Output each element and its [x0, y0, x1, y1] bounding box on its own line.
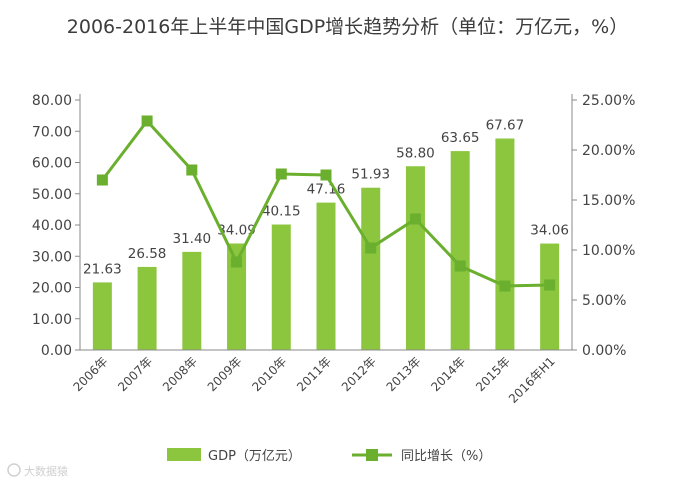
growth-line-marker: [97, 175, 108, 186]
gdp-bar-label: 67.67: [486, 118, 525, 134]
left-tick-label: 10.00: [32, 312, 72, 328]
right-tick-label: 15.00%: [582, 193, 635, 209]
gdp-bar: [495, 139, 514, 350]
right-tick-label: 0.00%: [582, 343, 626, 359]
growth-line-marker: [186, 165, 197, 176]
x-category-label: 2009年: [205, 354, 245, 394]
x-category-label: 2010年: [249, 354, 289, 394]
right-axis: 25.00% 20.00% 15.00% 10.00% 5.00% 0.00%: [572, 93, 635, 359]
left-tick-label: 40.00: [32, 218, 72, 234]
gdp-bar-label: 21.63: [83, 261, 122, 277]
growth-line-marker: [321, 170, 332, 181]
left-tick-label: 50.00: [32, 187, 72, 203]
growth-line-marker: [365, 243, 376, 254]
growth-line-marker: [455, 261, 466, 272]
legend: GDP（万亿元） 同比增长（%）: [167, 448, 491, 464]
watermark: 大数据猿: [8, 464, 68, 478]
legend-gdp-label: GDP（万亿元）: [208, 449, 301, 464]
x-category-label: 2012年: [339, 354, 379, 394]
left-axis: 80.00 70.00 60.00 50.00 40.00 30.00 20.00 10.00…: [32, 93, 80, 359]
right-tick-label: 25.00%: [582, 93, 635, 109]
left-tick-label: 20.00: [32, 281, 72, 297]
growth-line-marker: [410, 214, 421, 225]
gdp-bar: [451, 151, 470, 350]
x-category-label: 2013年: [384, 354, 424, 394]
growth-line-marker: [142, 116, 153, 127]
x-category-label: 2016年H1: [506, 354, 558, 406]
right-tick-label: 10.00%: [582, 243, 635, 259]
left-tick-label: 60.00: [32, 156, 72, 172]
gdp-bar: [272, 225, 291, 350]
legend-line-marker: [366, 449, 378, 461]
gdp-bar-label: 63.65: [441, 130, 480, 146]
left-tick-label: 80.00: [32, 93, 72, 109]
growth-line-marker: [544, 280, 555, 291]
x-category-label: 2011年: [294, 354, 334, 394]
x-category-label: 2008年: [160, 354, 200, 394]
growth-line-marker: [231, 257, 242, 268]
growth-line-marker: [499, 281, 510, 292]
gdp-bar: [361, 188, 380, 350]
x-category-label: 2007年: [115, 354, 155, 394]
gdp-bar: [182, 252, 201, 350]
legend-growth-label: 同比增长（%）: [401, 449, 491, 464]
gdp-chart: 80.00 70.00 60.00 50.00 40.00 30.00 20.00 10.00…: [0, 0, 695, 487]
gdp-bar: [317, 203, 336, 350]
x-category-label: 2015年: [473, 354, 513, 394]
right-tick-label: 20.00%: [582, 143, 635, 159]
left-tick-label: 30.00: [32, 249, 72, 265]
left-tick-label: 70.00: [32, 124, 72, 140]
gdp-bar-label: 34.06: [530, 223, 569, 239]
watermark-logo-icon: [8, 464, 20, 476]
watermark-text: 大数据猿: [24, 464, 68, 478]
gdp-bar-label: 26.58: [128, 246, 167, 262]
x-axis: 2006年 2007年 2008年 2009年 2010年 2011年 2012年 2013年…: [71, 350, 572, 406]
gdp-bar-label: 58.80: [396, 145, 435, 161]
gdp-bar-label: 40.15: [262, 204, 301, 220]
legend-bar-swatch: [167, 448, 201, 461]
gdp-bar: [540, 244, 559, 350]
right-tick-label: 5.00%: [582, 293, 626, 309]
x-category-label: 2006年: [71, 354, 111, 394]
gdp-bar: [93, 282, 112, 350]
gdp-bar: [138, 267, 157, 350]
growth-line-marker: [276, 169, 287, 180]
left-tick-label: 0.00: [41, 343, 72, 359]
gdp-bar: [406, 166, 425, 350]
x-category-label: 2014年: [428, 354, 468, 394]
gdp-bar-label: 51.93: [351, 167, 390, 183]
gdp-bar-label: 31.40: [172, 231, 211, 247]
